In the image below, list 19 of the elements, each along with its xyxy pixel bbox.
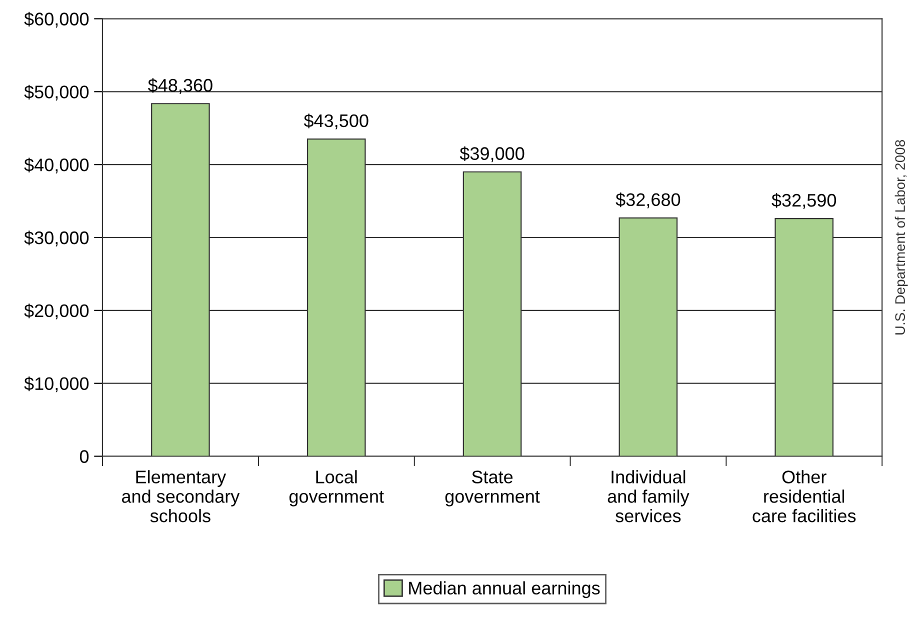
y-tick-label: $20,000 [24, 304, 89, 320]
x-tick-label: Individual and family services [608, 470, 690, 522]
y-tick-label: $40,000 [24, 158, 89, 174]
y-tick-label: $50,000 [24, 84, 89, 101]
data-label: $48,360 [148, 78, 212, 94]
y-tick-label: $30,000 [24, 230, 89, 246]
x-tick-label: State government [445, 470, 540, 506]
y-tick-label: $60,000 [24, 12, 89, 28]
data-label: $43,500 [304, 114, 368, 130]
text: U.S. Department of Labor, 2008 [894, 140, 908, 334]
x-tick-label: Local government [289, 470, 384, 506]
data-label: $32,590 [772, 193, 836, 209]
x-tick-label: Other residential care facilities [752, 470, 856, 522]
y-tick-label: $10,000 [24, 376, 89, 392]
data-label: $32,680 [616, 192, 680, 208]
legend-label: Median annual earnings [409, 581, 600, 598]
data-label: $39,000 [460, 146, 524, 162]
x-tick-label: Elementary and secondary schools [122, 470, 240, 522]
y-tick-label: 0 [80, 450, 89, 463]
